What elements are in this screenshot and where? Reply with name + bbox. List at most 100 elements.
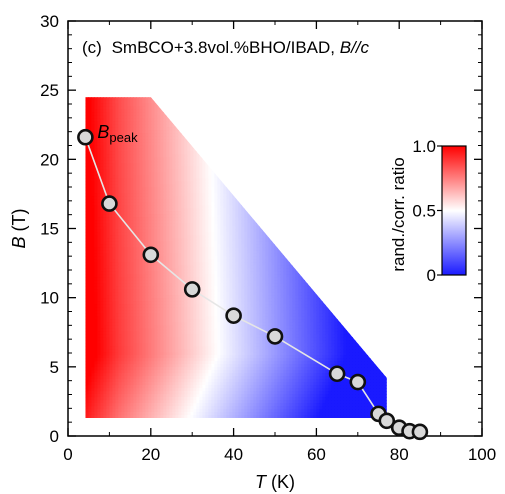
heatmap-cell [211,418,215,422]
heatmap-cell [94,415,98,419]
heatmap-cell [187,367,191,371]
heatmap-cell [142,364,146,368]
heatmap-cell [208,385,212,389]
heatmap-cell [103,148,107,152]
heatmap-cell [163,205,167,209]
heatmap-cell [175,214,179,218]
heatmap-cell [199,382,203,386]
heatmap-cell [157,313,161,317]
heatmap-cell [139,226,143,230]
heatmap-cell [130,106,134,110]
heatmap-cell [115,154,119,158]
heatmap-cell [112,241,116,245]
heatmap-cell [124,352,128,356]
heatmap-cell [220,136,224,140]
heatmap-cell [142,214,146,218]
heatmap-cell [88,343,92,347]
heatmap-cell [112,265,116,269]
heatmap-cell [202,301,206,305]
heatmap-cell [154,406,158,410]
heatmap-cell [193,337,197,341]
heatmap-cell [157,274,161,278]
heatmap-cell [220,313,224,317]
heatmap-cell [133,355,137,359]
heatmap-cell [127,364,131,368]
heatmap-cell [190,136,194,140]
heatmap-cell [190,388,194,392]
heatmap-cell [118,109,122,113]
heatmap-cell [148,361,152,365]
heatmap-cell [151,211,155,215]
heatmap-cell [208,166,212,170]
heatmap-cell [196,394,200,398]
heatmap-cell [91,214,95,218]
heatmap-cell [193,229,197,233]
heatmap-cell [133,301,137,305]
heatmap-cell [184,370,188,374]
heatmap-cell [178,190,182,194]
heatmap-cell [169,109,173,113]
heatmap-cell [205,412,209,416]
heatmap-cell [103,226,107,230]
heatmap-cell [112,220,116,224]
heatmap-cell [172,328,176,332]
heatmap-cell [133,109,137,113]
heatmap-cell [154,130,158,134]
heatmap-cell [103,262,107,266]
heatmap-cell [109,337,113,341]
heatmap-cell [97,115,101,119]
heatmap-cell [154,208,158,212]
heatmap-cell [184,130,188,134]
heatmap-cell [166,250,170,254]
heatmap-cell [145,352,149,356]
heatmap-cell [208,286,212,290]
heatmap-cell [184,346,188,350]
heatmap-cell [118,304,122,308]
heatmap-cell [97,274,101,278]
heatmap-cell [202,385,206,389]
heatmap-cell [196,322,200,326]
heatmap-cell [202,232,206,236]
heatmap-cell [127,238,131,242]
heatmap-cell [169,139,173,143]
heatmap-cell [94,160,98,164]
heatmap-cell [121,205,125,209]
heatmap-cell [151,340,155,344]
heatmap-cell [142,334,146,338]
heatmap-cell [130,256,134,260]
heatmap-cell [181,397,185,401]
heatmap-cell [103,109,107,113]
heatmap-cell [136,331,140,335]
heatmap-cell [136,136,140,140]
heatmap-cell [142,400,146,404]
heatmap-cell [220,208,224,212]
heatmap-cell [97,328,101,332]
heatmap-cell [184,133,188,137]
heatmap-cell [184,220,188,224]
heatmap-cell [121,238,125,242]
heatmap-cell [211,127,215,131]
heatmap-cell [199,388,203,392]
heatmap-cell [118,154,122,158]
heatmap-cell [91,271,95,275]
heatmap-cell [94,334,98,338]
heatmap-cell [91,235,95,239]
heatmap-cell [169,349,173,353]
heatmap-cell [205,136,209,140]
heatmap-cell [163,166,167,170]
heatmap-cell [142,106,146,110]
heatmap-cell [199,256,203,260]
heatmap-cell [190,394,194,398]
heatmap-cell [199,121,203,125]
heatmap-cell [97,124,101,128]
heatmap-cell [100,187,104,191]
heatmap-cell [196,244,200,248]
heatmap-cell [157,361,161,365]
heatmap-cell [97,418,101,422]
heatmap-cell [115,247,119,251]
heatmap-cell [214,142,218,146]
heatmap-cell [193,352,197,356]
heatmap-cell [154,202,158,206]
heatmap-cell [169,280,173,284]
heatmap-cell [205,361,209,365]
